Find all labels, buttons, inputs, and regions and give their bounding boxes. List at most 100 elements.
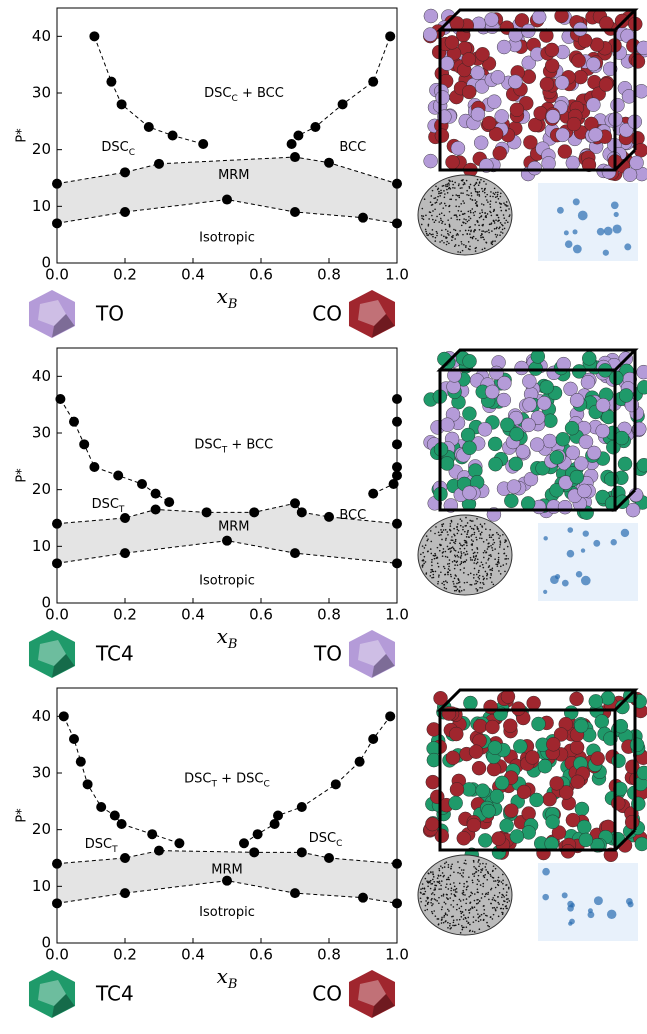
particle — [543, 792, 557, 806]
noise — [440, 218, 442, 220]
noise — [456, 234, 458, 236]
noise — [484, 231, 486, 233]
noise — [502, 883, 504, 885]
noise — [482, 211, 484, 213]
noise — [421, 215, 423, 217]
noise — [441, 539, 443, 541]
noise — [428, 881, 430, 883]
particle — [631, 54, 645, 68]
particle — [474, 136, 488, 150]
noise — [483, 239, 485, 241]
data-point — [293, 131, 303, 141]
noise — [449, 570, 451, 572]
y-axis-label: P* — [15, 468, 30, 483]
noise — [495, 910, 497, 912]
noise — [482, 886, 484, 888]
noise — [468, 909, 470, 911]
peak — [564, 230, 569, 235]
noise — [453, 920, 455, 922]
noise — [465, 903, 467, 905]
noise — [466, 881, 468, 883]
noise — [477, 891, 479, 893]
label-part: DSC — [204, 86, 231, 101]
noise — [460, 252, 462, 254]
particle — [435, 129, 449, 143]
noise — [448, 234, 450, 236]
subscript: B — [227, 637, 238, 652]
particle — [619, 388, 633, 402]
particle — [495, 776, 509, 790]
data-point — [164, 497, 174, 507]
label-part: x — [217, 624, 228, 648]
noise — [422, 208, 424, 210]
particle — [631, 797, 645, 811]
noise — [478, 184, 480, 186]
noise — [450, 883, 452, 885]
noise — [473, 185, 475, 187]
noise — [469, 245, 471, 247]
noise — [423, 219, 425, 221]
noise — [467, 553, 469, 555]
noise — [478, 860, 480, 862]
noise — [444, 193, 446, 195]
noise — [459, 230, 461, 232]
noise — [470, 535, 472, 537]
noise — [474, 229, 476, 231]
data-point — [392, 417, 402, 427]
x-tick-label: 0.2 — [113, 946, 137, 964]
noise — [435, 899, 437, 901]
noise — [464, 531, 466, 533]
noise — [490, 191, 492, 193]
noise — [430, 201, 432, 203]
particle — [461, 428, 475, 442]
phase-label: DSCT — [85, 836, 118, 854]
particle — [570, 470, 584, 484]
noise — [474, 188, 476, 190]
noise — [447, 185, 449, 187]
noise — [468, 194, 470, 196]
noise — [470, 892, 472, 894]
noise — [461, 241, 463, 243]
particle — [587, 446, 601, 460]
noise — [467, 531, 469, 533]
noise — [461, 553, 463, 555]
noise — [466, 582, 468, 584]
noise — [488, 566, 490, 568]
noise — [465, 561, 467, 563]
noise — [462, 250, 464, 252]
noise — [448, 566, 450, 568]
noise — [435, 571, 437, 573]
peak — [562, 580, 569, 587]
noise — [445, 186, 447, 188]
noise — [459, 919, 461, 921]
noise — [485, 216, 487, 218]
peak — [542, 868, 550, 876]
noise — [493, 209, 495, 211]
noise — [477, 179, 479, 181]
noise — [482, 883, 484, 885]
particle — [484, 700, 498, 714]
noise — [498, 570, 500, 572]
noise — [476, 526, 478, 528]
noise — [441, 922, 443, 924]
noise — [485, 183, 487, 185]
noise — [490, 206, 492, 208]
noise — [484, 877, 486, 879]
noise — [445, 184, 447, 186]
noise — [481, 188, 483, 190]
particle — [523, 135, 537, 149]
particle-label: TC4 — [95, 642, 134, 666]
noise — [431, 561, 433, 563]
noise — [444, 866, 446, 868]
noise — [456, 891, 458, 893]
noise — [427, 550, 429, 552]
noise — [503, 217, 505, 219]
noise — [478, 571, 480, 573]
particle-label: TO — [95, 302, 124, 326]
noise — [468, 248, 470, 250]
noise — [459, 543, 461, 545]
noise — [479, 900, 481, 902]
data-point — [106, 77, 116, 87]
noise — [500, 207, 502, 209]
peak — [614, 212, 619, 217]
